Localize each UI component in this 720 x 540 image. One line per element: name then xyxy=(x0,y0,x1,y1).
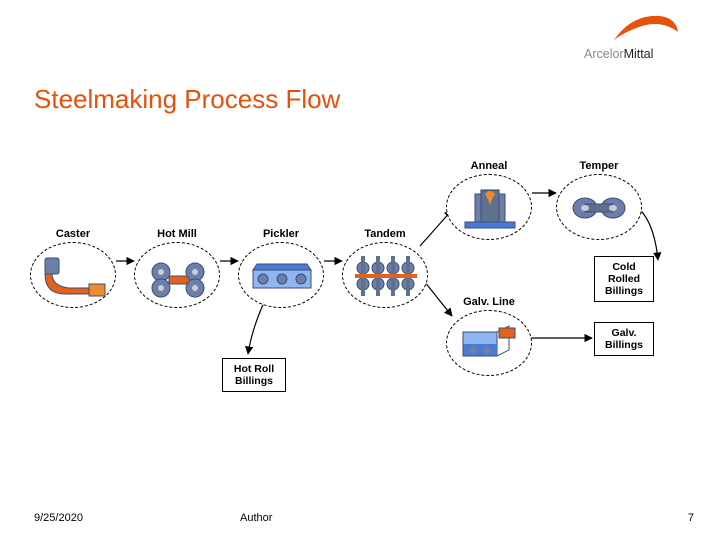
node-tandem: Tandem xyxy=(342,228,428,308)
node-ellipse-pickler xyxy=(238,242,324,308)
node-ellipse-hotmill xyxy=(134,242,220,308)
page-title: Steelmaking Process Flow xyxy=(34,84,340,115)
pickler-icon xyxy=(247,254,317,303)
rolls-icon xyxy=(143,254,213,303)
node-ellipse-temper xyxy=(556,174,642,240)
node-ellipse-anneal xyxy=(446,174,532,240)
output-coldroll_billings: ColdRolledBillings xyxy=(594,256,654,302)
node-hotmill: Hot Mill xyxy=(134,228,220,308)
output-galv_billings: Galv.Billings xyxy=(594,322,654,356)
logo-swoosh-icon xyxy=(612,10,682,46)
node-label-hotmill: Hot Mill xyxy=(134,228,220,240)
node-label-caster: Caster xyxy=(30,228,116,240)
footer-author: Author xyxy=(240,512,272,524)
node-label-galv: Galv. Line xyxy=(446,296,532,308)
node-ellipse-galv xyxy=(446,310,532,376)
footer-page: 7 xyxy=(688,512,694,524)
node-caster: Caster xyxy=(30,228,116,308)
node-label-tandem: Tandem xyxy=(342,228,428,240)
node-pickler: Pickler xyxy=(238,228,324,308)
node-anneal: Anneal xyxy=(446,160,532,240)
tandem-icon xyxy=(351,254,421,303)
node-galv: Galv. Line xyxy=(446,296,532,376)
logo-text-b: Mittal xyxy=(624,47,654,61)
galv-icon xyxy=(455,322,525,371)
node-label-anneal: Anneal xyxy=(446,160,532,172)
node-temper: Temper xyxy=(556,160,642,240)
node-ellipse-tandem xyxy=(342,242,428,308)
node-label-pickler: Pickler xyxy=(238,228,324,240)
logo-text-a: Arcelor xyxy=(584,47,624,61)
output-hotroll_billings: Hot RollBillings xyxy=(222,358,286,392)
node-label-temper: Temper xyxy=(556,160,642,172)
caster-icon xyxy=(39,254,109,303)
process-flow-diagram: Caster Hot Mill Pickler Tandem xyxy=(30,160,690,440)
footer-date: 9/25/2020 xyxy=(34,512,83,524)
anneal-icon xyxy=(455,186,525,235)
brand-logo: ArcelorMittal xyxy=(572,6,702,64)
node-ellipse-caster xyxy=(30,242,116,308)
temper-icon xyxy=(565,186,635,235)
